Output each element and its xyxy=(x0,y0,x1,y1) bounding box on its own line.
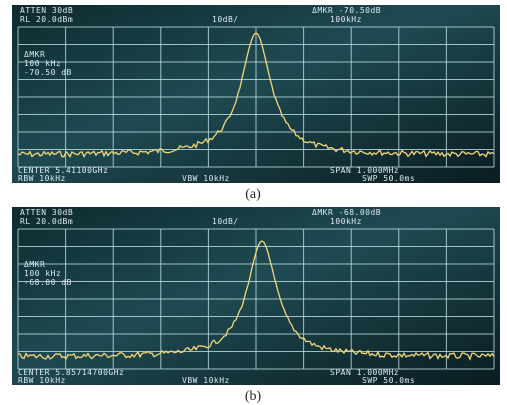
resolution-bandwidth: RBW 10kHz xyxy=(18,376,66,385)
marker-readout: 100 kHz xyxy=(24,269,61,278)
spectrum-trace xyxy=(17,240,495,361)
resolution-bandwidth: RBW 10kHz xyxy=(18,174,66,183)
frequency-span: SPAN 1.000MHz xyxy=(330,166,399,175)
attenuation: ATTEN 30dB xyxy=(20,208,73,217)
center-frequency: CENTER 5.41100GHz xyxy=(18,166,108,175)
marker-readout: -68.00 dB xyxy=(24,278,72,287)
video-bandwidth: VBW 10kHz xyxy=(182,376,230,385)
frequency-span: SPAN 1.000MHz xyxy=(330,368,399,377)
reference-level: RL 20.0dBm xyxy=(20,15,73,24)
marker-readout: 100 kHz xyxy=(24,59,61,68)
center-frequency: CENTER 5.85714700GHz xyxy=(18,368,124,377)
attenuation: ATTEN 30dB xyxy=(20,6,73,15)
marker-readout: -70.50 dB xyxy=(24,68,72,77)
delta-marker: ΔMKR -68.00dB xyxy=(312,208,381,217)
figure-caption: (a) xyxy=(245,187,261,202)
sweep-time: SWP 50.0ms xyxy=(362,174,415,183)
vertical-scale: 10dB/ xyxy=(212,15,239,24)
marker-readout: ΔMKR xyxy=(24,260,45,269)
reference-level: RL 20.0dBm xyxy=(20,217,73,226)
video-bandwidth: VBW 10kHz xyxy=(182,174,230,183)
vertical-scale: 10dB/ xyxy=(212,217,239,226)
spectrum-trace xyxy=(17,32,495,159)
marker-readout: ΔMKR xyxy=(24,50,45,59)
marker-frequency: 100kHz xyxy=(330,217,362,226)
sweep-time: SWP 50.0ms xyxy=(362,376,415,385)
delta-marker: ΔMKR -70.50dB xyxy=(312,6,381,15)
figure-caption: (b) xyxy=(245,389,262,404)
marker-frequency: 100kHz xyxy=(330,15,362,24)
